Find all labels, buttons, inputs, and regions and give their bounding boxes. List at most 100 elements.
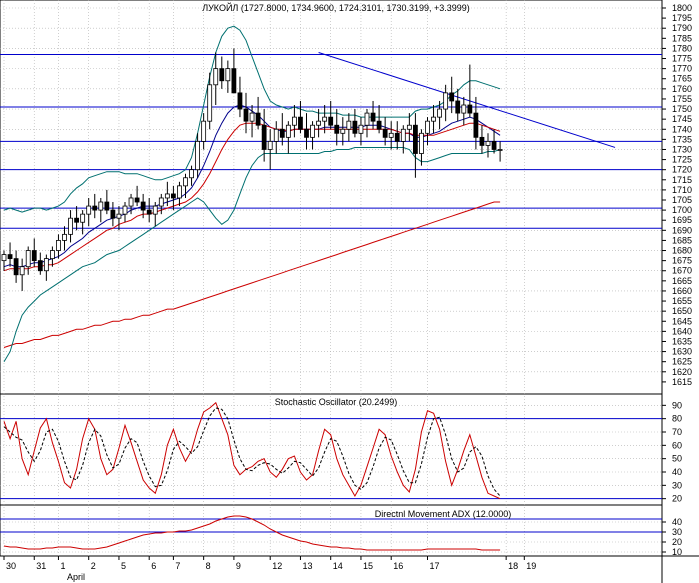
candle-body-19	[116, 213, 122, 219]
xtick-label-10: 13	[302, 561, 312, 571]
candle-body-29	[177, 185, 182, 199]
xtick-label-16: 19	[526, 561, 536, 571]
price-ytick-label-3: 1630	[672, 347, 692, 357]
price-ytick-label-23: 1730	[672, 144, 692, 154]
candle-body-16	[98, 201, 104, 211]
xtick-label-7: 8	[206, 561, 211, 571]
adx-panel-title: Directnl Movement ADX (12.0000)	[375, 509, 512, 519]
candle-body-79	[479, 136, 485, 146]
candle-body-75	[455, 100, 461, 114]
xtick-label-6: 7	[175, 561, 180, 571]
candle-body-45	[273, 128, 279, 142]
price-ytick-label-11: 1670	[672, 266, 692, 276]
price-ytick-label-19: 1710	[672, 185, 692, 195]
price-ytick-label-0: 1615	[672, 377, 692, 387]
month-label: April	[67, 572, 85, 582]
stochastic-k-line	[3, 401, 501, 500]
candle-body-61	[370, 112, 376, 122]
candle-body-50	[304, 128, 309, 138]
price-ytick-label-8: 1655	[672, 296, 692, 306]
candle-body-82	[497, 149, 503, 151]
candle-body-60	[364, 112, 370, 126]
stoch-ytick-label-0: 20	[672, 494, 682, 504]
price-ytick-label-16: 1695	[672, 215, 692, 225]
candle-body-34	[207, 84, 213, 122]
stoch-ytick-label-6: 80	[672, 414, 682, 424]
xtick-label-8: 9	[236, 561, 241, 571]
candle-body-21	[128, 197, 134, 207]
candle-body-44	[267, 140, 273, 150]
candle-body-48	[291, 116, 297, 126]
xtick-label-12: 15	[363, 561, 373, 571]
price-ytick-label-9: 1660	[672, 286, 692, 296]
candle-body-27	[164, 193, 170, 199]
x-axis-ticks: 30 31 1 2 5 6 7 8 9 12 13 14 15 16 17 18 19	[3, 556, 536, 571]
stoch-ytick-label-2: 40	[672, 467, 682, 477]
candle-body-78	[473, 112, 479, 138]
price-indicator-line-3	[3, 25, 501, 213]
candle-body-23	[140, 201, 146, 211]
xtick-label-14: 17	[430, 561, 440, 571]
candle-body-81	[491, 140, 497, 150]
price-ytick-label-24: 1735	[672, 134, 692, 144]
stoch-ytick-label-7: 90	[672, 400, 682, 410]
candle-body-70	[425, 120, 430, 134]
candle-body-54	[328, 116, 334, 126]
candle-body-4	[25, 250, 31, 268]
candle-body-47	[285, 124, 291, 138]
candle-body-22	[134, 197, 140, 203]
candle-body-5	[31, 250, 37, 262]
xtick-label-5: 6	[151, 561, 156, 571]
candle-body-66	[400, 128, 406, 142]
xtick-label-1: 31	[36, 561, 46, 571]
xtick-label-2: 1	[60, 561, 65, 571]
candlestick-series	[1, 48, 503, 291]
candle-body-20	[122, 205, 128, 215]
stoch-ytick-label-5: 70	[672, 427, 682, 437]
candle-body-26	[158, 197, 164, 207]
stoch-ytick-label-4: 60	[672, 440, 682, 450]
price-ytick-label-33: 1780	[672, 43, 692, 53]
candle-body-52	[316, 120, 322, 126]
candle-body-11	[68, 217, 73, 235]
price-ytick-label-20: 1715	[672, 175, 692, 185]
xtick-label-4: 5	[121, 561, 126, 571]
candle-body-9	[56, 240, 61, 251]
candle-body-77	[467, 104, 473, 114]
candle-body-73	[443, 92, 449, 110]
candle-body-43	[261, 124, 267, 150]
xtick-label-0: 30	[6, 561, 16, 571]
candle-body-49	[298, 116, 303, 130]
stoch-ytick-label-1: 30	[672, 480, 682, 490]
price-ytick-label-5: 1640	[672, 326, 692, 336]
candle-body-31	[189, 169, 194, 179]
candle-body-65	[394, 132, 400, 142]
xtick-label-3: 2	[91, 561, 96, 571]
candle-body-18	[110, 209, 116, 219]
candle-body-46	[279, 128, 285, 138]
candle-body-15	[92, 205, 98, 211]
candle-body-55	[334, 124, 340, 134]
price-ytick-label-31: 1770	[672, 64, 692, 74]
xtick-label-15: 18	[508, 561, 518, 571]
price-ytick-label-12: 1675	[672, 256, 692, 266]
candle-body-28	[170, 193, 176, 199]
candle-body-62	[376, 120, 382, 130]
candle-body-8	[50, 250, 55, 260]
price-ytick-label-36: 1795	[672, 13, 692, 23]
candle-body-10	[62, 233, 67, 241]
candle-body-36	[219, 68, 225, 82]
stochastic-lines	[3, 401, 501, 500]
candle-body-30	[183, 177, 188, 187]
candle-body-42	[255, 112, 261, 126]
price-ytick-label-7: 1650	[672, 306, 692, 316]
candle-body-56	[340, 128, 346, 134]
candle-body-35	[213, 68, 219, 86]
stochastic-d-line	[3, 407, 501, 497]
xtick-label-9: 12	[272, 561, 282, 571]
candle-body-74	[449, 92, 455, 102]
candle-body-0	[1, 254, 7, 262]
price-ytick-label-37: 1800	[672, 3, 692, 13]
